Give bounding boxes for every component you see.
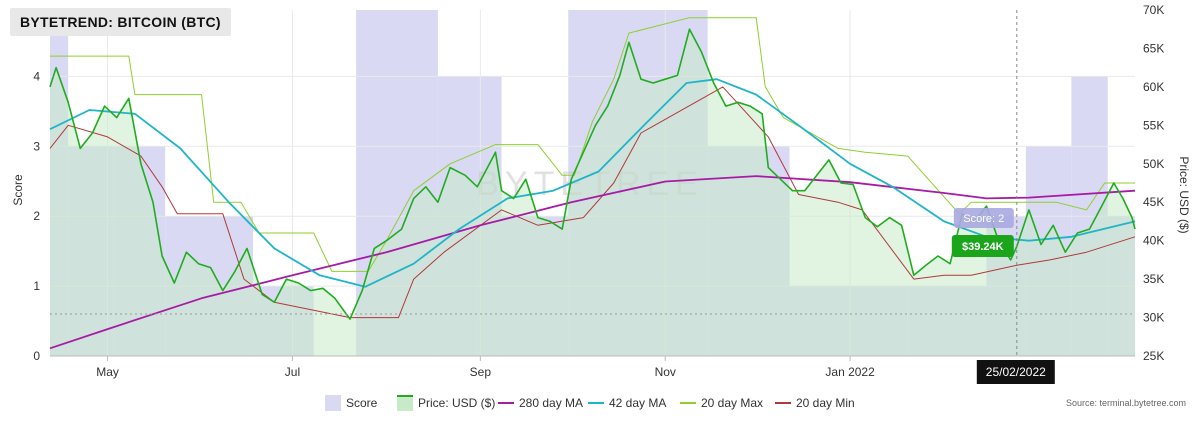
- series-20-day-max: [50, 17, 1135, 272]
- legend-swatch-price-fill: [397, 395, 413, 411]
- x-tick-label: Nov: [655, 365, 676, 379]
- y-left-tick-label: 4: [33, 69, 40, 83]
- legend-label: 42 day MA: [609, 396, 666, 410]
- y-left-tick-label: 1: [33, 279, 40, 293]
- y-left-tick-label: 2: [33, 209, 40, 223]
- legend-label: 20 day Min: [796, 396, 855, 410]
- y-right-tick-label: 40K: [1143, 234, 1164, 248]
- legend-swatch-score: [325, 395, 341, 411]
- tooltip-score: Score: 2: [963, 213, 1004, 225]
- x-tick-label: May: [96, 365, 119, 379]
- chart-title: BYTETREND: BITCOIN (BTC): [10, 8, 231, 36]
- y-axis-right-label: Price: USD ($): [1177, 156, 1191, 233]
- legend-label: 280 day MA: [519, 396, 583, 410]
- y-right-tick-label: 45K: [1143, 195, 1164, 209]
- y-right-tick-label: 25K: [1143, 349, 1164, 363]
- axes: May Jul Sep Nov Jan 2022 0 1 2 3 4 25K 30K 35K 40K 45K…: [33, 3, 1164, 379]
- tooltip-date-box: [976, 360, 1055, 384]
- legend-label: Score: [346, 396, 378, 410]
- series-20-day-min: [49, 86, 1136, 319]
- tooltip-date: 25/02/2022: [986, 365, 1046, 379]
- y-right-tick-label: 55K: [1143, 118, 1164, 132]
- tooltip-price-box: [951, 235, 1014, 257]
- y-right-tick-label: 35K: [1143, 272, 1164, 286]
- x-tick-label: Jan 2022: [825, 365, 875, 379]
- legend-label: 20 day Max: [701, 396, 763, 410]
- y-right-tick-label: 60K: [1143, 80, 1164, 94]
- y-right-tick-label: 65K: [1143, 41, 1164, 55]
- tooltip-price: $39.24K: [962, 241, 1004, 253]
- series-42-day-ma: [49, 78, 1136, 288]
- legend-label: Price: USD ($): [418, 396, 495, 410]
- y-left-tick-label: 3: [33, 139, 40, 153]
- x-tick-label: Jul: [285, 365, 300, 379]
- tooltip: Score: 2 $39.24K 25/02/2022: [951, 10, 1055, 384]
- y-right-tick-label: 70K: [1143, 3, 1164, 17]
- source-label: Source: terminal.bytetree.com: [1065, 398, 1186, 408]
- y-left-tick-label: 0: [33, 349, 40, 363]
- legend: Score Price: USD ($) 280 day MA 42 day MA 20…: [325, 395, 855, 411]
- tooltip-score-box: [953, 208, 1014, 228]
- y-right-tick-label: 30K: [1143, 311, 1164, 325]
- y-right-tick-label: 50K: [1143, 157, 1164, 171]
- price-area: [50, 29, 1135, 356]
- series-280-day-ma: [49, 175, 1136, 350]
- x-tick-label: Sep: [470, 365, 492, 379]
- y-axis-left-label: Score: [11, 174, 25, 206]
